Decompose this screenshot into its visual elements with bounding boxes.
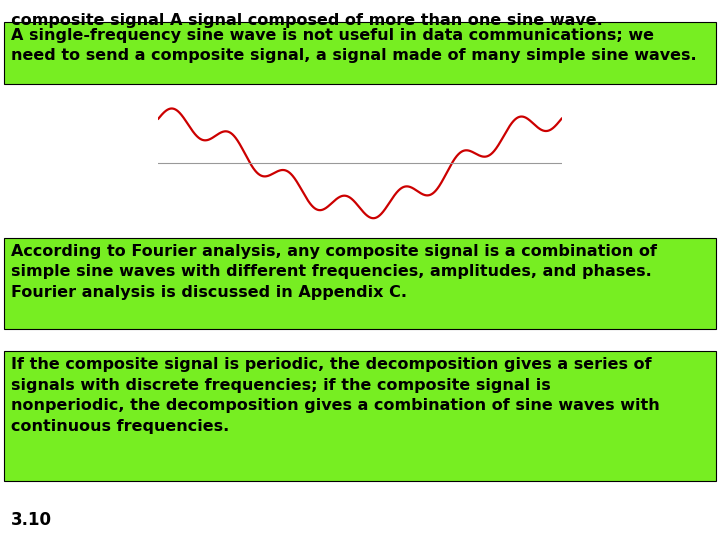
Text: 3.10: 3.10: [11, 511, 52, 529]
Text: According to Fourier analysis, any composite signal is a combination of
simple s: According to Fourier analysis, any compo…: [11, 244, 657, 300]
Text: A single-frequency sine wave is not useful in data communications; we
need to se: A single-frequency sine wave is not usef…: [11, 28, 696, 64]
Text: If the composite signal is periodic, the decomposition gives a series of
signals: If the composite signal is periodic, the…: [11, 357, 660, 434]
FancyBboxPatch shape: [4, 238, 716, 329]
FancyBboxPatch shape: [4, 351, 716, 481]
FancyBboxPatch shape: [4, 22, 716, 84]
Text: composite signal A signal composed of more than one sine wave.: composite signal A signal composed of mo…: [0, 14, 603, 29]
